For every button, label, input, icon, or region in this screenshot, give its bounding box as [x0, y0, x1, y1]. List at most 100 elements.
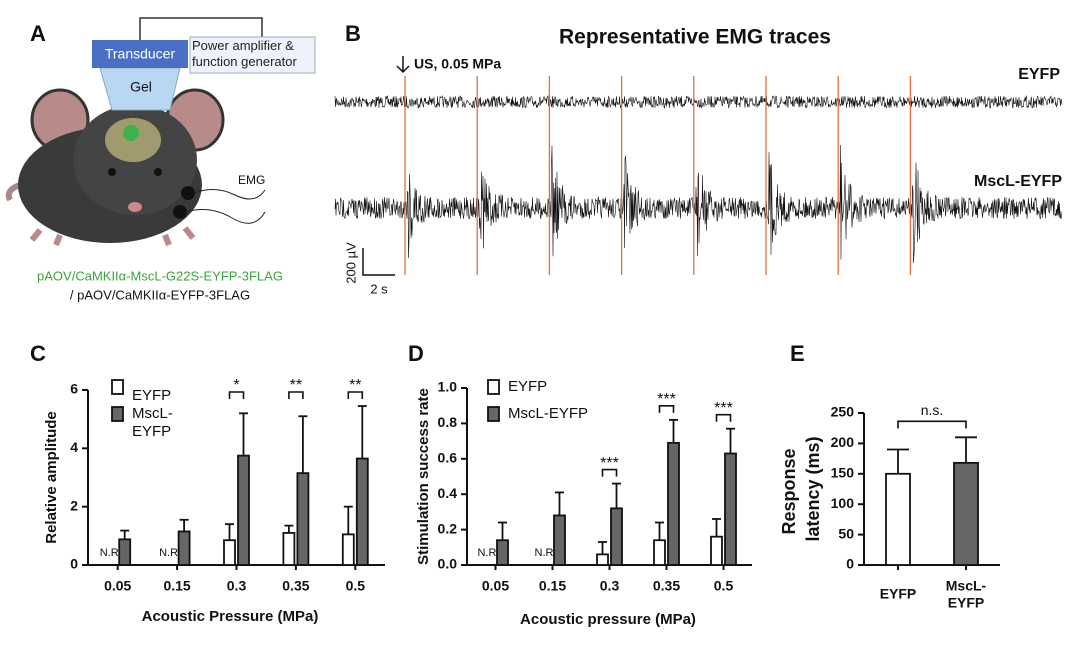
x-tick-label: 0.05 — [104, 578, 131, 594]
significance-label: *** — [657, 391, 676, 408]
significance-bracket — [228, 391, 245, 399]
significance-label: * — [233, 377, 239, 394]
legend-label: EYFP — [132, 387, 171, 404]
legend-swatch — [487, 379, 500, 395]
significance-label: *** — [714, 400, 733, 417]
x-axis-label: Acoustic Pressure (MPa) — [142, 608, 319, 625]
x-tick-label: 0.15 — [163, 578, 190, 594]
value-label: N.R. — [478, 547, 500, 559]
generator-label-box: Power amplifier & function generator — [192, 38, 297, 69]
y-tick-label: 250 — [831, 404, 855, 420]
construct-label: pAOV/CaMKIIα-MscL-G22S-EYFP-3FLAG — [37, 268, 283, 283]
significance-bracket — [601, 468, 618, 477]
y-axis-label: Relative amplitude — [43, 411, 60, 544]
bar — [653, 539, 666, 566]
significance-label: ** — [290, 377, 302, 394]
generator-box — [189, 36, 316, 74]
significance-bracket — [658, 405, 675, 413]
x-tick-label: EYFP — [880, 586, 917, 602]
y-tick-label: 100 — [831, 495, 855, 511]
bar — [118, 538, 132, 566]
paws — [29, 226, 196, 247]
x-tick-label: 0.05 — [482, 578, 509, 594]
bar — [553, 514, 566, 566]
x-tick-label: MscL-EYFP — [946, 577, 987, 610]
y-axis-label: Response latency (ms) — [779, 436, 823, 541]
x-axis-label: Acoustic pressure (MPa) — [520, 611, 696, 628]
injection-site — [123, 125, 139, 141]
eye — [154, 168, 162, 176]
panel-a: A Power amplifier & function generator E… — [5, 17, 316, 302]
legend-swatch — [111, 379, 124, 395]
significance-bracket — [897, 420, 967, 429]
legend-swatch — [487, 406, 500, 422]
y-tick-label: 2 — [70, 497, 78, 513]
trace-label: EYFP — [1018, 66, 1060, 83]
emg-trace — [334, 144, 1063, 264]
y-axis-label: Stimulation success rate — [415, 388, 432, 565]
y-tick-label: 0.8 — [438, 414, 458, 430]
generator-label: Power amplifier & function generator — [192, 38, 297, 69]
panel-letter: E — [790, 341, 805, 366]
bar — [223, 539, 236, 566]
y-tick-label: 6 — [70, 381, 78, 397]
y-tick-label: 0.6 — [438, 450, 458, 466]
value-label: N.R. — [159, 547, 181, 559]
y-tick-label: 0 — [846, 556, 854, 572]
y-tick-label: 0.2 — [438, 520, 458, 536]
tail — [5, 182, 22, 202]
nose — [128, 202, 142, 212]
stimulus-label: US, 0.05 MPa — [414, 56, 501, 72]
trace-label: MscL-EYFP — [974, 173, 1062, 190]
bar — [953, 461, 979, 566]
bar — [282, 532, 296, 566]
construct-label: / pAOV/CaMKIIα-EYFP-3FLAG — [70, 287, 250, 302]
y-tick-label: 200 — [831, 434, 855, 450]
gel-label: Gel — [130, 79, 152, 95]
electrode — [173, 205, 187, 219]
bar — [596, 553, 609, 566]
emg-wires — [185, 189, 266, 224]
bar — [177, 530, 191, 566]
legend-label: MscL-EYFP — [132, 405, 173, 440]
significance-label: n.s. — [921, 402, 944, 418]
panel-title: Representative EMG traces — [559, 26, 831, 49]
scale-label: 2 s — [370, 281, 388, 296]
x-tick-label: 0.3 — [600, 578, 620, 594]
value-label: N.R. — [100, 547, 122, 559]
y-tick-label: 0.4 — [438, 485, 458, 501]
y-tick-label: 50 — [838, 525, 854, 541]
x-tick-label: 0.35 — [653, 578, 680, 594]
bar — [710, 535, 723, 566]
eye — [108, 168, 116, 176]
wire — [139, 17, 263, 40]
significance-bracket — [347, 391, 364, 399]
legend-label: EYFP — [508, 378, 547, 395]
transducer — [92, 40, 188, 68]
x-tick-label: 0.15 — [539, 578, 566, 594]
bar — [610, 507, 623, 566]
bar — [496, 539, 509, 566]
electrode — [181, 186, 195, 200]
panel-b: B Representative EMG traces US, 0.05 MPa… — [334, 21, 1063, 296]
x-tick-label: 0.5 — [346, 578, 366, 594]
y-tick-label: 4 — [70, 439, 78, 455]
significance-bracket — [715, 413, 732, 422]
panel-letter: A — [30, 21, 46, 46]
value-label: N.R. — [535, 547, 557, 559]
x-tick-label: 0.3 — [227, 578, 247, 594]
panel-letter: D — [408, 341, 424, 366]
emg-trace — [334, 94, 1063, 109]
x-tick-label: 0.35 — [282, 578, 309, 594]
stimulus-arrow — [396, 56, 410, 74]
panel-letter: C — [30, 341, 46, 366]
panel-letter: B — [345, 21, 361, 46]
bar — [237, 454, 250, 566]
y-tick-label: 150 — [831, 465, 855, 481]
significance-bracket — [288, 391, 304, 399]
transducer-label: Transducer — [105, 46, 176, 62]
bar — [355, 457, 369, 566]
legend-label: MscL-EYFP — [508, 405, 588, 422]
y-tick-label: 1.0 — [438, 379, 458, 395]
significance-label: ** — [349, 377, 361, 394]
